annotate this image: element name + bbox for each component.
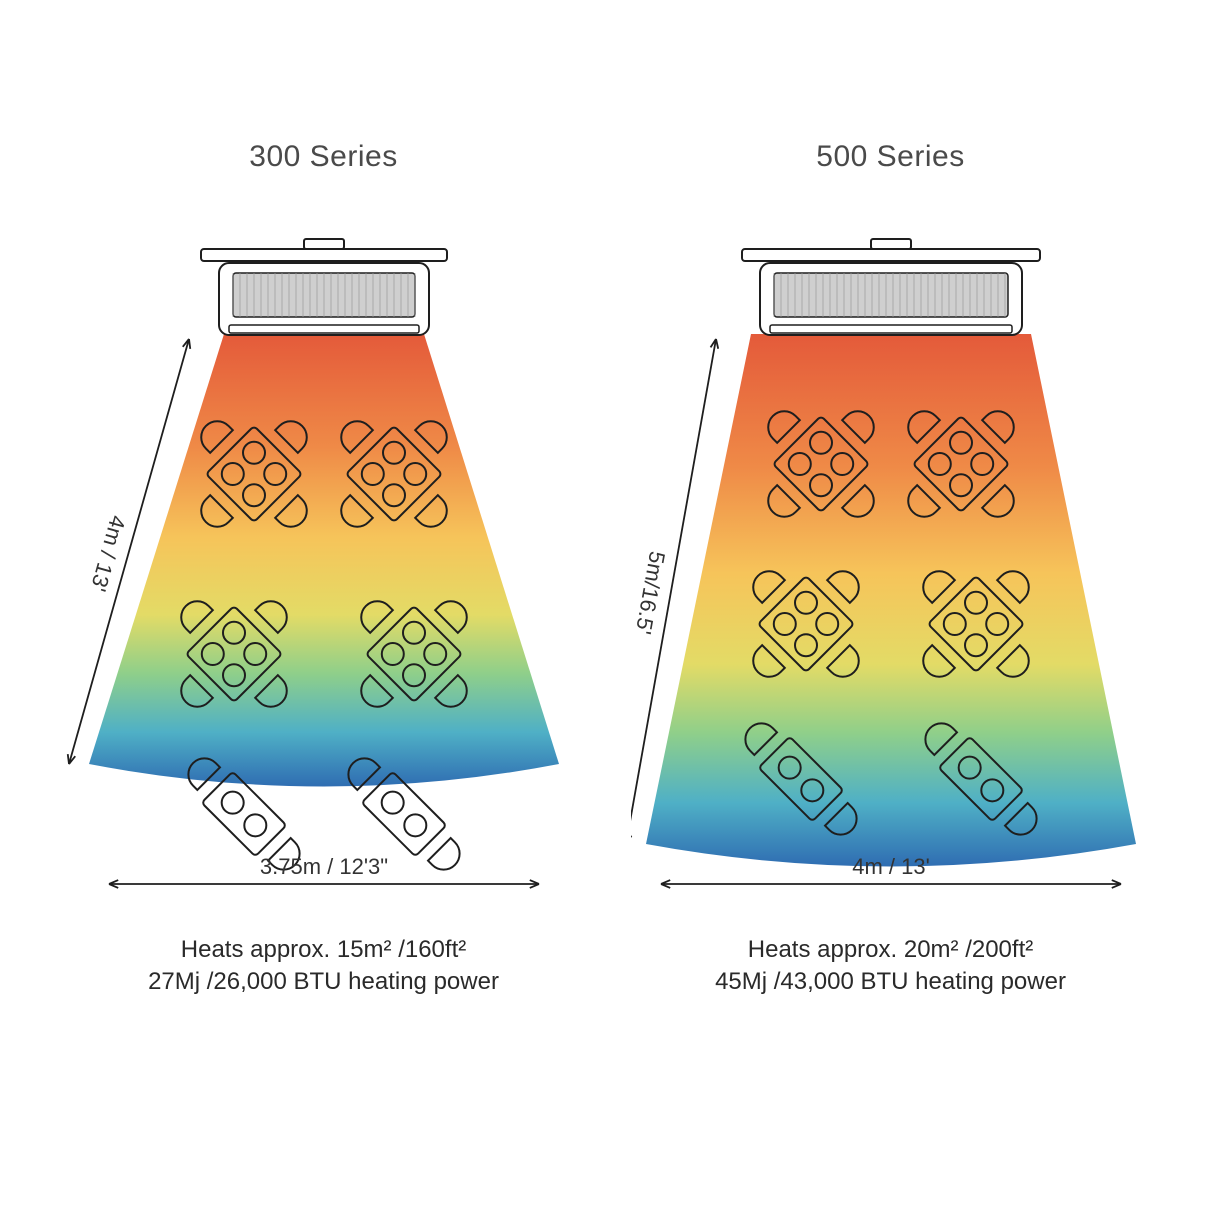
depth-label: 5m/16.5' [631,549,670,636]
caption-line: 27Mj /26,000 BTU heating power [148,966,499,998]
width-label: 3.75m / 12'3" [259,854,387,879]
heat-diagram: 5m/16.5' 4m / 13' [631,204,1151,924]
series-title: 300 Series [249,140,397,174]
heat-beam [646,334,1136,867]
caption: Heats approx. 15m² /160ft²27Mj /26,000 B… [148,934,499,999]
caption-line: 45Mj /43,000 BTU heating power [715,966,1066,998]
panel-0: 300 Series 4m / 13' 3.75m / 12'3" Heats app… [64,140,584,999]
caption-line: Heats approx. 15m² /160ft² [148,934,499,966]
heat-diagram: 4m / 13' 3.75m / 12'3" [64,204,584,924]
series-title: 500 Series [816,140,964,174]
depth-label: 4m / 13' [85,513,130,594]
caption-line: Heats approx. 20m² /200ft² [715,934,1066,966]
panel-1: 500 Series 5m/16.5' 4m / 13' Heats approx. … [631,140,1151,999]
heat-beam [89,334,559,787]
width-label: 4m / 13' [852,854,930,879]
caption: Heats approx. 20m² /200ft²45Mj /43,000 B… [715,934,1066,999]
